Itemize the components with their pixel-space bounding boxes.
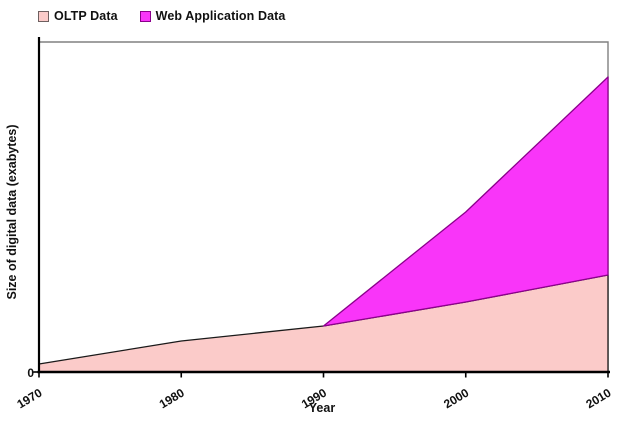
legend-item-2: Web Application Data <box>139 9 286 23</box>
legend-label: OLTP Data <box>54 9 118 23</box>
legend-item-1: OLTP Data <box>38 9 118 23</box>
legend-swatch-icon <box>139 10 151 22</box>
y-axis-title: Size of digital data (exabytes) <box>5 124 19 299</box>
x-axis-title: Year <box>309 401 336 415</box>
x-tick-label-2000: 2000 <box>441 385 471 411</box>
y-tick-label-zero: 0 <box>27 366 34 380</box>
x-tick-label-1980: 1980 <box>157 385 187 411</box>
area-series-web-application-data <box>322 76 609 327</box>
legend: OLTP Data Web Application Data <box>38 9 285 23</box>
x-tick-label-1970: 1970 <box>14 385 44 411</box>
x-tick-label-2010: 2010 <box>583 385 613 411</box>
legend-label: Web Application Data <box>155 9 286 23</box>
legend-swatch-icon <box>38 10 49 22</box>
